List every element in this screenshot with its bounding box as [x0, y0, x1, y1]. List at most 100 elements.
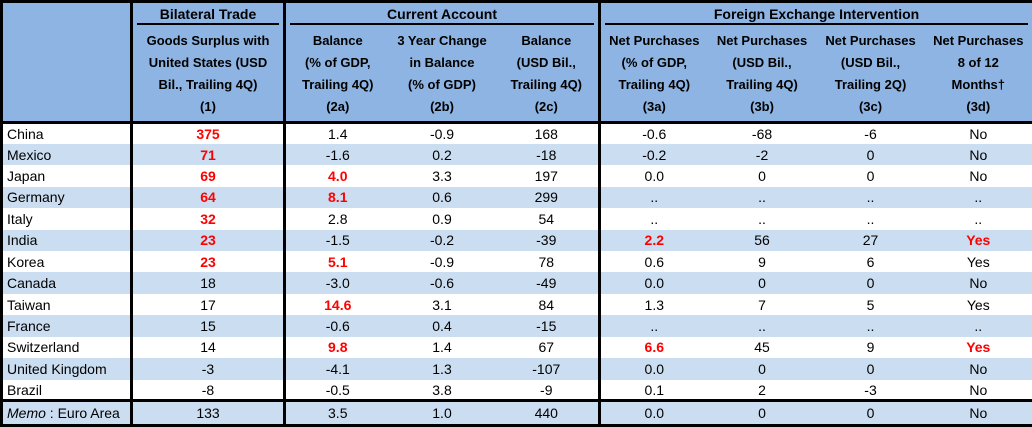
- cell: 9.8: [284, 336, 390, 359]
- row-label: Germany: [1, 186, 133, 209]
- cell: 0: [707, 399, 817, 426]
- col-header-1: Goods Surplus with United States (USD Bi…: [131, 24, 286, 124]
- row-label: France: [1, 315, 133, 337]
- row-label: Switzerland: [1, 336, 133, 359]
- cell: 69: [131, 165, 286, 187]
- cell: 2.8: [284, 208, 390, 230]
- cell: No: [924, 379, 1032, 401]
- cell: 0.0: [599, 358, 708, 380]
- cell: Yes: [924, 251, 1032, 273]
- cell: 0: [816, 272, 925, 294]
- cell: -0.6: [284, 315, 390, 337]
- cell: ..: [707, 315, 817, 337]
- cell: ..: [924, 315, 1032, 337]
- cell: -15: [494, 315, 602, 337]
- cell: 84: [494, 293, 602, 316]
- corner-cell: [1, 1, 133, 124]
- cell: -49: [494, 272, 602, 294]
- cell: 15: [131, 315, 286, 337]
- cell: 0: [816, 143, 925, 166]
- cell: -3.0: [284, 272, 390, 294]
- cell: 32: [131, 208, 286, 230]
- row-label: Taiwan: [1, 293, 133, 316]
- cell: 299: [494, 186, 602, 209]
- group-bilateral-trade: Bilateral Trade: [131, 1, 286, 25]
- row-label: Brazil: [1, 379, 133, 401]
- table-row: Korea 23 5.1 -0.9 78 0.6 9 6 Yes: [1, 251, 1032, 273]
- table-row: United Kingdom -3 -4.1 1.3 -107 0.0 0 0 No: [1, 358, 1032, 380]
- cell: ..: [924, 208, 1032, 230]
- row-label: United Kingdom: [1, 358, 133, 380]
- cell: ..: [599, 208, 708, 230]
- cell: 0.4: [389, 315, 495, 337]
- cell: Yes: [924, 229, 1032, 252]
- cell: ..: [599, 315, 708, 337]
- cell: -0.2: [599, 143, 708, 166]
- cell: Yes: [924, 293, 1032, 316]
- row-label: Memo : Euro Area: [1, 399, 133, 426]
- cell: 0: [816, 165, 925, 187]
- table-row: Japan 69 4.0 3.3 197 0.0 0 0 No: [1, 165, 1032, 187]
- cell: 0.2: [389, 143, 495, 166]
- cell: 78: [494, 251, 602, 273]
- cell: ..: [707, 186, 817, 209]
- cell: 1.4: [284, 122, 390, 144]
- cell: 6.6: [599, 336, 708, 359]
- cell: 0.6: [389, 186, 495, 209]
- cell: 0.0: [599, 272, 708, 294]
- table-row: Mexico 71 -1.6 0.2 -18 -0.2 -2 0 No: [1, 143, 1032, 166]
- cell: 0: [816, 358, 925, 380]
- cell: 440: [494, 399, 602, 426]
- table-body: China 375 1.4 -0.9 168 -0.6 -68 -6 No Mexico 71 -1.…: [1, 122, 1032, 426]
- row-label: Italy: [1, 208, 133, 230]
- cell: 5: [816, 293, 925, 316]
- cell: -0.6: [599, 122, 708, 144]
- row-label: Korea: [1, 251, 133, 273]
- col-header-3d: Net Purchases 8 of 12 Months† (3d): [924, 24, 1032, 124]
- cell: 3.5: [284, 399, 390, 426]
- group-current-account: Current Account: [284, 1, 602, 25]
- cell: 8.1: [284, 186, 390, 209]
- cell: 168: [494, 122, 602, 144]
- column-header-row: Goods Surplus with United States (USD Bi…: [2, 24, 1032, 124]
- col-header-2b: 3 Year Change in Balance (% of GDP) (2b): [389, 24, 495, 124]
- cell: 7: [707, 293, 817, 316]
- table-row: Germany 64 8.1 0.6 299........: [1, 186, 1032, 209]
- cell: 23: [131, 251, 286, 273]
- cell: -3: [131, 358, 286, 380]
- cell: 27: [816, 229, 925, 252]
- row-label: India: [1, 229, 133, 252]
- col-header-3a: Net Purchases (% of GDP, Trailing 4Q) (3…: [599, 24, 708, 124]
- table-row: Switzerland 14 9.8 1.4 67 6.6 45 9 Yes: [1, 336, 1032, 359]
- cell: 56: [707, 229, 817, 252]
- cell: 0: [707, 358, 817, 380]
- col-header-2a: Balance (% of GDP, Trailing 4Q) (2a): [284, 24, 390, 124]
- cell: 0.6: [599, 251, 708, 273]
- group-fx-intervention: Foreign Exchange Intervention: [599, 1, 1032, 25]
- cell: 9: [707, 251, 817, 273]
- cell: 64: [131, 186, 286, 209]
- cell: 23: [131, 229, 286, 252]
- cell: No: [924, 143, 1032, 166]
- cell: -0.9: [389, 251, 495, 273]
- cell: -0.9: [389, 122, 495, 144]
- cell: -2: [707, 143, 817, 166]
- cell: 0: [707, 165, 817, 187]
- cell: -107: [494, 358, 602, 380]
- cell: -3: [816, 379, 925, 401]
- cell: 0.1: [599, 379, 708, 401]
- cell: 0.9: [389, 208, 495, 230]
- cell: 6: [816, 251, 925, 273]
- cell: ..: [924, 186, 1032, 209]
- row-label: Canada: [1, 272, 133, 294]
- cell: 1.0: [389, 399, 495, 426]
- cell: -68: [707, 122, 817, 144]
- cell: 9: [816, 336, 925, 359]
- cell: 0.0: [599, 399, 708, 426]
- cell: -0.5: [284, 379, 390, 401]
- cell: 0: [816, 399, 925, 426]
- cell: 0.0: [599, 165, 708, 187]
- col-header-3b: Net Purchases (USD Bil., Trailing 4Q) (3…: [707, 24, 817, 124]
- cell: ..: [816, 315, 925, 337]
